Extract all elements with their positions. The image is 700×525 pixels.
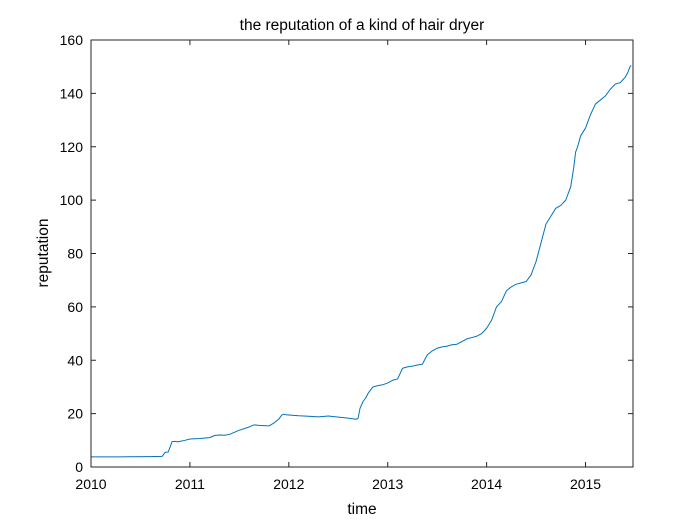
x-tick-label: 2013 <box>372 476 403 492</box>
y-axis-label: reputation <box>35 219 52 288</box>
x-tick-label: 2010 <box>75 476 106 492</box>
x-axis-ticks: 2010 2011 2012 2013 2014 2015 <box>75 40 601 492</box>
y-tick-label: 60 <box>67 299 83 315</box>
y-tick-label: 0 <box>75 459 83 475</box>
plot-frame <box>90 39 634 468</box>
x-axis-label: time <box>347 501 376 518</box>
y-tick-label: 40 <box>67 352 83 368</box>
x-tick-label: 2011 <box>175 476 205 492</box>
chart-title: the reputation of a kind of hair dryer <box>240 17 485 34</box>
x-tick-label: 2012 <box>273 476 304 492</box>
y-tick-label: 80 <box>67 246 83 262</box>
y-tick-label: 140 <box>60 85 84 101</box>
y-tick-label: 20 <box>67 406 83 422</box>
series-layer <box>91 65 632 458</box>
plot-area-background <box>91 40 633 467</box>
y-tick-label: 160 <box>60 32 84 48</box>
series-line-0 <box>91 65 632 458</box>
x-tick-label: 2015 <box>570 476 601 492</box>
y-tick-label: 100 <box>60 192 84 208</box>
y-axis-ticks: 0 20 40 60 80 100 120 140 160 <box>60 32 633 475</box>
y-tick-label: 120 <box>60 139 84 155</box>
x-tick-label: 2014 <box>471 476 502 492</box>
